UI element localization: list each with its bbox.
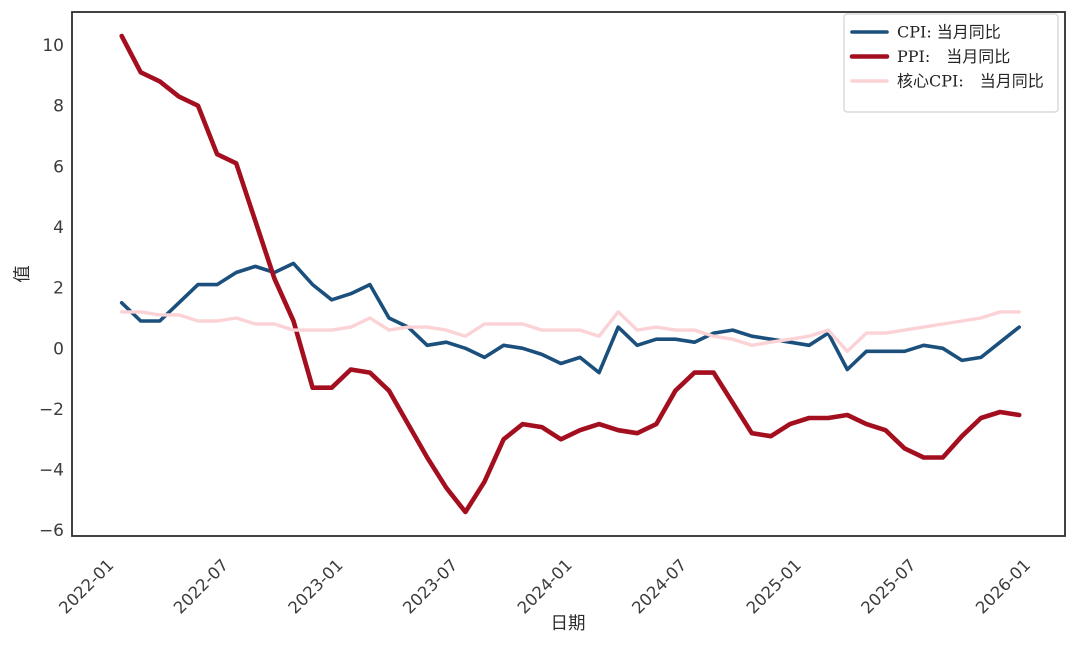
x-axis-label: 日期 — [551, 614, 586, 634]
y-tick-label: −6 — [39, 521, 64, 541]
x-tick-label: 2023-01 — [285, 555, 347, 617]
y-axis-label: 值 — [13, 265, 33, 283]
y-tick-label: 10 — [42, 36, 64, 56]
y-tick-label: 2 — [53, 279, 64, 299]
legend-item-ppi: PPI: 当月同比 — [849, 47, 1010, 66]
x-tick-label: 2022-01 — [55, 555, 117, 617]
x-tick-labels: 2022-01 2022-07 2023-01 2023-07 2024-01 2024-… — [55, 555, 1034, 617]
legend: CPI: 当月同比 PPI: 当月同比 核心CPI: 当月同比 — [843, 13, 1059, 113]
legend-frame — [843, 13, 1059, 113]
y-tick-label: −4 — [39, 461, 64, 481]
x-tick-label: 2025-07 — [857, 555, 919, 617]
legend-label-cpi: CPI: 当月同比 — [897, 23, 1001, 42]
x-tick-label: 2026-01 — [972, 555, 1034, 617]
y-tick-label: 0 — [53, 339, 64, 359]
x-tick-label: 2023-07 — [399, 555, 461, 617]
legend-item-core-cpi: 核心CPI: 当月同比 — [850, 72, 1044, 91]
y-tick-label: 4 — [53, 218, 64, 238]
series-line-2 — [119, 310, 1021, 353]
y-tick-label: −2 — [39, 400, 64, 420]
legend-item-cpi: CPI: 当月同比 — [850, 23, 1001, 42]
legend-label-ppi: PPI: 当月同比 — [897, 47, 1010, 66]
y-tick-label: 6 — [53, 157, 64, 177]
x-tick-label: 2024-07 — [628, 555, 690, 617]
plot-area — [71, 11, 1066, 537]
y-tick-labels: 10 8 6 4 2 0 −2 −4 −6 — [39, 36, 64, 541]
legend-label-core-cpi: 核心CPI: 当月同比 — [897, 72, 1044, 91]
x-tick-label: 2022-07 — [170, 555, 232, 617]
series-lines — [119, 33, 1022, 515]
x-tick-label: 2024-01 — [514, 555, 576, 617]
x-tick-label: 2025-01 — [743, 555, 805, 617]
y-tick-label: 8 — [53, 97, 64, 117]
series-line-1 — [119, 33, 1022, 515]
series-line-0 — [119, 261, 1022, 375]
